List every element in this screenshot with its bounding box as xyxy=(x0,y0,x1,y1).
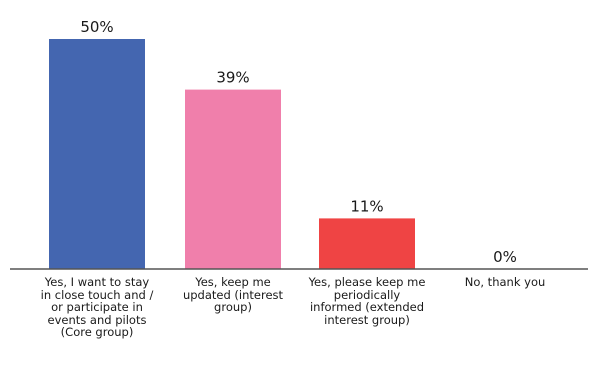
category-label-4: No, thank you xyxy=(464,275,546,289)
data-label-2: 39% xyxy=(216,69,249,87)
category-label-3: Yes, please keep me periodically informe… xyxy=(308,275,426,327)
data-label-1: 50% xyxy=(80,18,113,36)
data-label-3: 11% xyxy=(350,197,383,215)
bar-2 xyxy=(185,89,281,269)
category-label-2: Yes, keep me updated (interest group) xyxy=(182,275,284,314)
data-label-4: 0% xyxy=(493,248,517,266)
bar-3 xyxy=(319,218,415,269)
bar-1 xyxy=(49,39,145,269)
category-label-1: Yes, I want to stay in close touch and /… xyxy=(40,275,154,339)
